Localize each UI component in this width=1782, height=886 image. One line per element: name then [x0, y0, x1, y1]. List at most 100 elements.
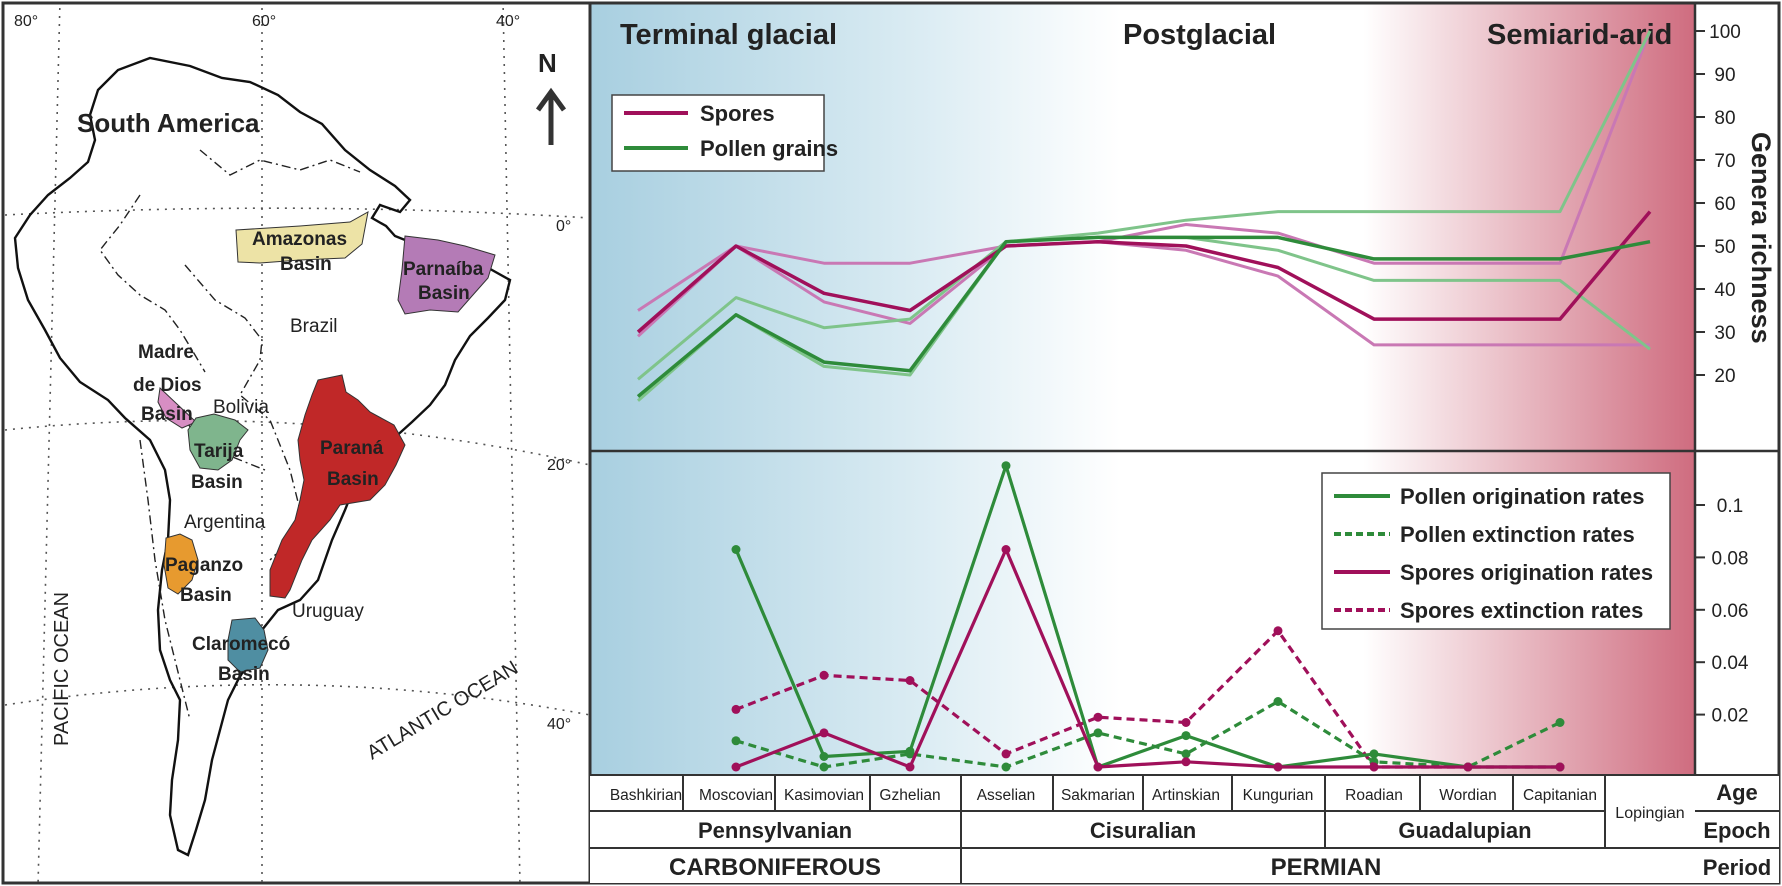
age-kungurian: Kungurian — [1243, 787, 1314, 804]
top-y-tick-label: 100 — [1709, 22, 1741, 43]
phase-terminal-glacial: Terminal glacial — [620, 19, 837, 51]
bottom-legend: Pollen origination rates Pollen extincti… — [1321, 472, 1671, 630]
age-roadian: Roadian — [1345, 787, 1403, 804]
bottom-y-tick-label: 0.04 — [1712, 653, 1749, 674]
period-carboniferous: CARBONIFEROUS — [669, 854, 881, 881]
pollen-origination-point — [1181, 731, 1191, 741]
pacific-ocean-label: PACIFIC OCEAN — [51, 592, 73, 746]
bottom-y-tick-label: 0.02 — [1712, 706, 1749, 727]
bottom-y-tick-label: 0.1 — [1717, 496, 1743, 517]
pollen-extinction-line — [735, 699, 1561, 769]
spores-extinction-point — [731, 704, 741, 714]
claromeco-basin-word: Basin — [218, 664, 270, 685]
map-panel: 80° 60° 40° 0° 20° 40° South America N P… — [1, 1, 593, 885]
madre-de-dios-line2: de Dios — [133, 375, 202, 396]
spores-extinction-point — [1001, 749, 1011, 759]
pollen-upper-line — [637, 30, 1652, 381]
spores-lower-line — [636, 240, 1650, 347]
top-y-tick-label: 30 — [1714, 323, 1735, 344]
legend-pollen: Pollen grains — [700, 136, 838, 161]
amazonas-basin-word: Basin — [280, 254, 332, 275]
top-y-tick-label: 40 — [1714, 280, 1735, 301]
top-legend-box — [611, 94, 825, 172]
pollen-origination-point — [1369, 749, 1379, 759]
age-bashkirian: Bashkirian — [610, 787, 682, 804]
spores-extinction-point — [819, 670, 829, 680]
top-y-tick-label: 80 — [1714, 108, 1735, 129]
chart-panel: Terminal glacial Postglacial Semiarid-ar… — [588, 1, 1781, 885]
pollen-origination-point — [731, 545, 741, 554]
parnaiba-basin-word: Basin — [418, 283, 470, 304]
pollen-origination-point — [1001, 461, 1011, 471]
north-label: N — [538, 48, 557, 78]
parana-basin-word: Basin — [327, 469, 379, 490]
time-scale-background — [590, 775, 1779, 883]
paganzo-basin-word: Basin — [180, 585, 232, 606]
legend-spores-extinction: Spores extinction rates — [1400, 598, 1643, 623]
pollen-origination-line — [734, 464, 1560, 769]
age-kasimovian: Kasimovian — [784, 787, 864, 804]
pollen-extinction-point — [819, 762, 829, 772]
pollen-origination-point — [905, 746, 915, 756]
tarija-basin-shape — [187, 413, 249, 471]
period-permian: PERMIAN — [1271, 854, 1382, 881]
genera-richness-series — [636, 30, 1652, 402]
spores-origination-line — [735, 547, 1560, 769]
spores-origination-point — [1463, 762, 1473, 772]
legend-pollen-extinction: Pollen extinction rates — [1400, 522, 1635, 547]
bottom-y-tick-label: 0.06 — [1712, 601, 1749, 622]
parnaiba-basin-name: Parnaíba — [403, 259, 484, 280]
graticule — [4, 4, 590, 882]
pollen-extinction-point — [1181, 749, 1191, 759]
legend-pollen-origination: Pollen origination rates — [1400, 484, 1644, 509]
spores-extinction-point — [1273, 626, 1283, 636]
amazonas-basin-name: Amazonas — [252, 229, 347, 250]
lon-label-80: 80° — [14, 13, 38, 30]
spores-origination-point — [1181, 757, 1191, 767]
row-label-age: Age — [1716, 780, 1758, 805]
pollen-extinction-point — [1093, 728, 1103, 738]
age-capitanian: Capitanian — [1523, 787, 1597, 804]
time-scale-table: Bashkirian Moscovian Kasimovian Gzhelian Ass… — [590, 774, 1779, 883]
parnaiba-basin-shape — [397, 235, 496, 315]
spores-origination-point — [1273, 762, 1283, 772]
country-uruguay: Uruguay — [292, 601, 364, 622]
spores-origination-point — [731, 762, 741, 772]
spores-extinction-point — [1093, 712, 1103, 722]
epoch-guadalupian: Guadalupian — [1398, 818, 1531, 843]
spores-extinction-point — [905, 676, 915, 685]
pollen-extinction-point — [1555, 718, 1565, 727]
north-arrow-icon — [535, 87, 567, 145]
row-label-epoch: Epoch — [1703, 818, 1770, 843]
pollen-line — [636, 235, 1651, 398]
age-artinskian: Artinskian — [1152, 787, 1220, 804]
spores-origination-point — [819, 728, 829, 738]
turnover-rate-series — [731, 461, 1565, 772]
parana-basin-shape — [269, 374, 406, 599]
top-y-tick-label: 50 — [1714, 237, 1735, 258]
age-asselian: Asselian — [977, 787, 1036, 804]
spores-origination-point — [905, 762, 915, 772]
country-bolivia: Bolivia — [213, 397, 269, 418]
paganzo-basin-shape — [163, 533, 199, 595]
spores-extinction-point — [1181, 718, 1191, 727]
spores-origination-point — [1001, 545, 1011, 554]
map-frame — [1, 1, 593, 885]
south-america-outline — [13, 56, 512, 857]
bottom-legend-box — [1321, 472, 1671, 630]
age-gzhelian: Gzhelian — [879, 787, 940, 804]
parana-basin-name: Paraná — [320, 438, 384, 459]
top-y-tick-label: 60 — [1714, 194, 1735, 215]
amazonas-basin-shape — [235, 211, 369, 264]
lon-label-40: 40° — [496, 13, 520, 30]
paganzo-basin-name: Paganzo — [165, 555, 243, 576]
top-y-axis: 100 90 80 70 60 50 40 30 20 — [1695, 22, 1741, 387]
tarija-basin-name: Tarija — [194, 441, 244, 462]
pollen-extinction-point — [731, 736, 741, 746]
phase-postglacial: Postglacial — [1123, 19, 1276, 51]
spores-origination-point — [1093, 762, 1103, 772]
madre-de-dios-line3: Basin — [141, 404, 193, 425]
lat-label-20: 20° — [547, 457, 571, 474]
bottom-y-axis: 0.1 0.08 0.06 0.04 0.02 — [1695, 496, 1749, 727]
